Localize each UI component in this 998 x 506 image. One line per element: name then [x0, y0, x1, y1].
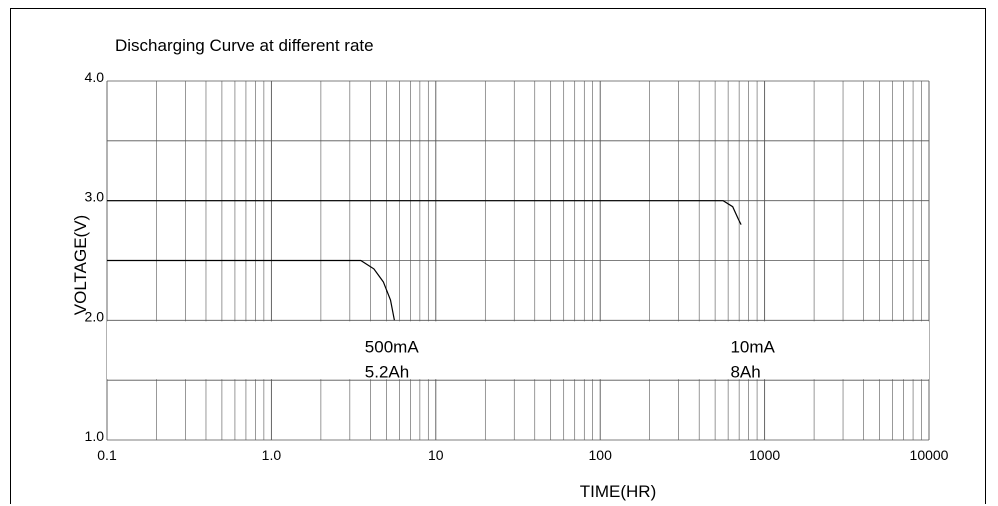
chart-title: Discharging Curve at different rate	[115, 36, 374, 55]
series-line-10ma	[107, 200, 742, 225]
x-tick-label: 1.0	[262, 447, 282, 463]
x-tick-label: 1000	[749, 447, 780, 463]
annotations: 500mA 5.2Ah 10mA 8Ah	[365, 338, 776, 382]
tick-labels: 0.1 1.0 10 100 1000 10000 1.0 2.0 3.0 4.0	[85, 69, 949, 463]
x-tick-label: 0.1	[97, 447, 117, 463]
annotation-text: 500mA	[365, 338, 420, 357]
y-tick-label: 4.0	[85, 69, 105, 85]
annotation-text: 10mA	[730, 338, 775, 357]
series-group	[107, 200, 742, 321]
y-tick-label: 1.0	[85, 428, 105, 444]
y-axis-label: VOLTAGE(V)	[71, 215, 90, 315]
x-tick-label: 100	[589, 447, 613, 463]
annotation-band-fill	[107, 321, 929, 380]
series-line-500ma	[107, 259, 395, 321]
y-tick-label: 2.0	[85, 308, 105, 324]
x-tick-label: 10000	[910, 447, 949, 463]
annotation-text: 8Ah	[730, 363, 760, 382]
annotation-band	[107, 321, 929, 380]
x-axis-label: TIME(HR)	[580, 482, 656, 501]
y-tick-label: 3.0	[85, 189, 105, 205]
chart-frame	[10, 8, 986, 504]
annotation-text: 5.2Ah	[365, 363, 409, 382]
x-tick-label: 10	[428, 447, 444, 463]
